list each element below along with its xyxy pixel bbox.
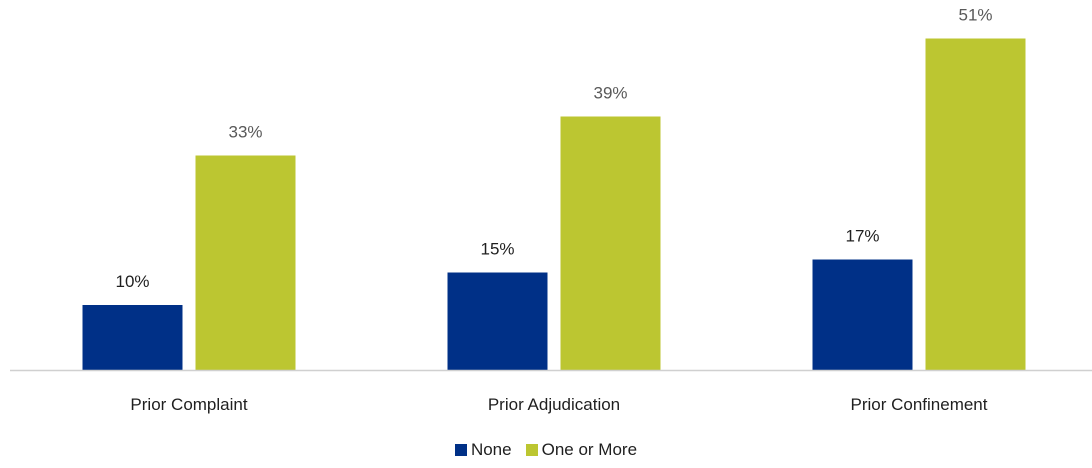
legend-label-one-or-more: One or More <box>541 440 638 459</box>
bar-chart-plot: 10% 33% Prior Complaint 15% 39% Prior Adjudic… <box>10 6 1092 414</box>
data-label-prior-adjudication-one-or-more: 39% <box>593 84 627 103</box>
bar-prior-adjudication-one-or-more <box>560 116 661 370</box>
legend-item-one-or-more: One or More <box>525 440 638 460</box>
bar-prior-complaint-none <box>82 305 183 370</box>
data-label-prior-confinement-none: 17% <box>845 227 879 246</box>
data-label-prior-complaint-one-or-more: 33% <box>228 123 262 142</box>
data-label-prior-confinement-one-or-more: 51% <box>958 6 992 25</box>
x-tick-label: Prior Complaint <box>130 395 247 414</box>
legend-swatch-one-or-more <box>525 444 538 456</box>
bar-prior-confinement-none <box>812 259 913 370</box>
data-label-prior-adjudication-none: 15% <box>480 240 514 259</box>
data-label-prior-complaint-none: 10% <box>115 272 149 291</box>
bar-prior-confinement-one-or-more <box>925 38 1026 370</box>
legend-item-none: None <box>454 440 512 460</box>
x-tick-label: Prior Confinement <box>850 395 987 414</box>
legend: None One or More <box>0 440 1092 460</box>
x-tick-label: Prior Adjudication <box>488 395 620 414</box>
bar-prior-complaint-one-or-more <box>195 155 296 370</box>
bar-prior-adjudication-none <box>447 272 548 370</box>
legend-swatch-none <box>454 444 467 456</box>
legend-label-none: None <box>470 440 512 459</box>
